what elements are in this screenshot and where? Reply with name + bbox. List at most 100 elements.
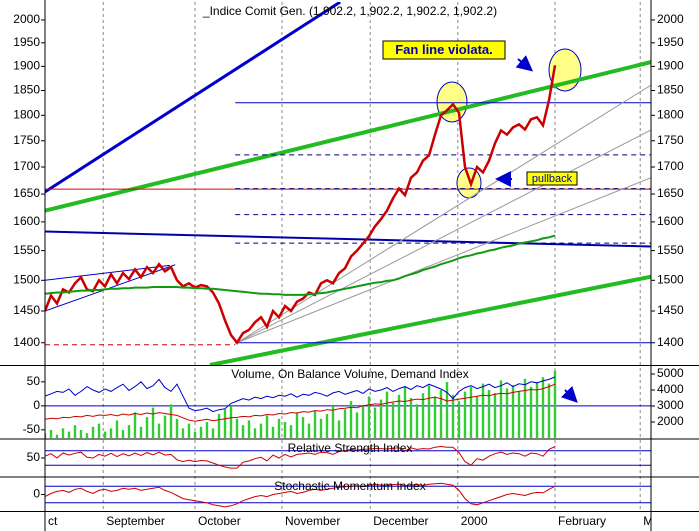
trendline <box>236 129 651 344</box>
y-tick-label: 2000 <box>657 12 684 26</box>
y-tick-label: 1700 <box>657 159 684 173</box>
volume-bar <box>45 433 47 438</box>
volume-bar <box>349 401 353 438</box>
panel <box>45 2 651 365</box>
volume-bar <box>235 418 239 438</box>
volume-bar <box>505 388 509 438</box>
y-tick-label: 1550 <box>13 243 40 257</box>
volume-bar <box>121 430 125 438</box>
volume-bar <box>127 425 131 438</box>
volume-bar <box>97 423 101 438</box>
volume-bar <box>391 402 395 438</box>
y2-tick-label: 5000 <box>657 366 684 380</box>
x-tick-label: September <box>106 514 165 528</box>
volume-bar <box>541 377 545 438</box>
x-tick-label: December <box>373 514 428 528</box>
annotation-box <box>382 40 506 60</box>
volume-bar <box>385 391 389 438</box>
volume-bar <box>331 406 335 438</box>
volume-bar <box>325 414 329 438</box>
panel <box>45 445 651 469</box>
trendline <box>45 2 342 194</box>
y-tick-label: 0 <box>33 487 40 501</box>
volume-bar <box>271 426 275 438</box>
volume-bar <box>223 409 227 438</box>
x-tick-label: 2000 <box>461 514 488 528</box>
y2-tick-label: 3000 <box>657 398 684 412</box>
panel <box>45 482 651 508</box>
volume-bar <box>157 423 161 438</box>
volume-bar <box>433 396 437 438</box>
y-tick-label: 1550 <box>657 243 684 257</box>
volume-bar <box>475 396 479 438</box>
volume-bar <box>211 428 215 438</box>
arrow <box>515 55 534 72</box>
y-tick-label: 1700 <box>13 159 40 173</box>
volume-bar <box>373 407 377 438</box>
volume-bar <box>313 410 317 438</box>
y-tick-label: 1450 <box>13 303 40 317</box>
volume-bar <box>517 391 521 438</box>
volume-bar <box>67 431 71 438</box>
volume-bar <box>547 383 551 438</box>
volume-bar <box>247 420 251 438</box>
trendline <box>209 274 651 365</box>
volume-bar <box>277 418 281 438</box>
volume-bar <box>457 401 461 438</box>
volume-bar <box>241 425 245 438</box>
volume-bar <box>103 431 107 438</box>
volume-bar <box>355 412 359 438</box>
volume-bar <box>451 394 455 438</box>
volume-bar <box>205 422 209 438</box>
series-line <box>45 482 556 508</box>
y-tick-label: 1650 <box>657 186 684 200</box>
volume-bar <box>295 412 299 438</box>
y-tick-label: 50 <box>27 374 41 388</box>
volume-bar <box>499 380 503 438</box>
volume-bar <box>217 414 221 438</box>
trendline <box>45 230 651 248</box>
volume-bar <box>145 417 149 438</box>
volume-bar <box>487 390 491 438</box>
volume-bar <box>529 386 533 438</box>
chart-title: _Indice Comit Gen. (1,902.2, 1,902.2, 1,… <box>202 4 497 18</box>
y-tick-label: 1750 <box>657 133 684 147</box>
y-tick-label: 1400 <box>13 335 40 349</box>
volume-bar <box>415 404 419 438</box>
annotation: Fan line violata. <box>395 42 493 57</box>
volume-bar <box>301 417 305 438</box>
trendline <box>236 177 651 344</box>
volume-bar <box>109 428 113 438</box>
y-tick-label: 2000 <box>13 12 40 26</box>
volume-bar <box>337 420 341 438</box>
volume-bar <box>163 415 167 438</box>
series-line <box>45 445 556 469</box>
y-tick-label: -50 <box>23 422 41 436</box>
volume-bar <box>139 426 143 438</box>
volume-bar <box>49 430 53 438</box>
volume-bar <box>511 385 515 438</box>
annotation-box <box>526 171 578 186</box>
volume-bar <box>61 428 65 438</box>
x-tick-label: Ma <box>643 514 660 528</box>
volume-bar <box>397 394 401 438</box>
volume-bar <box>553 370 557 438</box>
volume-bar <box>343 409 347 438</box>
volume-bar <box>283 422 287 438</box>
series-line <box>45 376 556 413</box>
y-tick-label: 1400 <box>657 335 684 349</box>
x-tick-label: February <box>558 514 606 528</box>
panel-title: Relative Strength Index <box>288 441 413 455</box>
y-tick-label: 1900 <box>657 59 684 73</box>
series-line <box>45 383 556 422</box>
volume-bar <box>403 386 407 438</box>
volume-bar <box>469 386 473 438</box>
volume-bar <box>265 415 269 438</box>
volume-bar <box>187 423 191 438</box>
y-tick-label: 1850 <box>657 83 684 97</box>
y-tick-label: 1450 <box>657 303 684 317</box>
volume-bar <box>379 399 383 438</box>
y-tick-label: 1800 <box>657 107 684 121</box>
volume-bar <box>421 393 425 438</box>
